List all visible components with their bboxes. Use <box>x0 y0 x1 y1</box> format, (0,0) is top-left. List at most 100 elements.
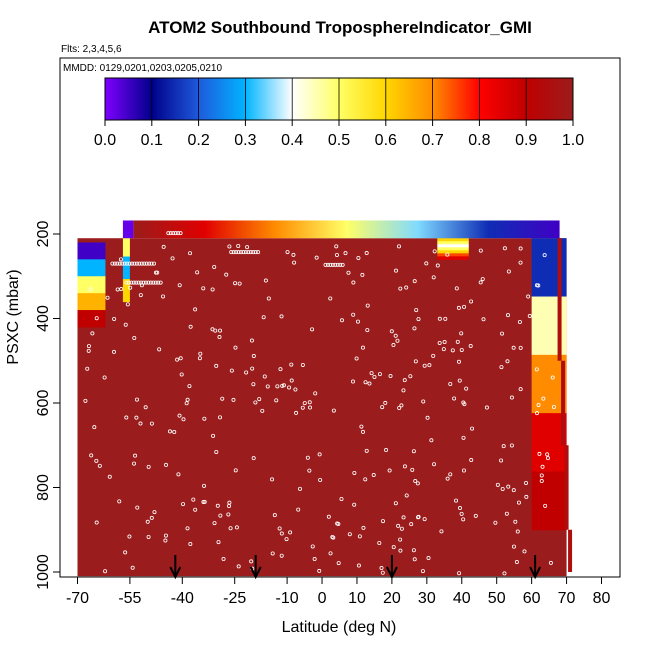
obs-marker <box>137 261 142 266</box>
obs-marker <box>384 448 389 453</box>
obs-marker <box>212 521 217 526</box>
obs-marker <box>289 378 294 383</box>
obs-marker <box>361 525 366 530</box>
obs-marker <box>391 545 396 550</box>
obs-marker <box>216 540 221 545</box>
obs-marker <box>509 443 514 448</box>
x-tick-label: -70 <box>66 590 89 607</box>
obs-marker <box>343 251 348 256</box>
obs-marker <box>457 378 462 383</box>
obs-marker <box>445 476 450 481</box>
obs-marker <box>161 294 166 299</box>
obs-marker <box>287 385 292 390</box>
obs-marker <box>459 511 464 516</box>
obs-marker <box>454 498 459 503</box>
obs-marker <box>280 383 285 388</box>
obs-marker <box>534 411 539 416</box>
obs-marker <box>156 280 161 285</box>
obs-marker <box>117 261 122 266</box>
obs-marker <box>408 374 413 379</box>
obs-marker <box>527 314 532 319</box>
obs-marker <box>330 262 335 267</box>
obs-marker <box>391 343 396 348</box>
obs-marker <box>346 270 351 275</box>
obs-marker <box>176 472 181 477</box>
x-tick-label: -40 <box>171 590 194 607</box>
obs-marker <box>107 474 112 479</box>
obs-marker <box>323 262 328 267</box>
obs-marker <box>201 286 206 291</box>
obs-marker <box>210 327 215 332</box>
obs-marker <box>146 280 151 285</box>
obs-marker <box>464 386 469 391</box>
obs-marker <box>501 444 506 449</box>
obs-marker <box>511 345 516 350</box>
obs-marker <box>356 255 361 260</box>
y-tick-label: 400 <box>35 305 52 332</box>
obs-marker <box>516 500 521 505</box>
obs-marker <box>383 400 388 405</box>
obs-marker <box>127 261 132 266</box>
obs-marker <box>181 502 186 507</box>
colorbar-tick-label: 0.8 <box>468 132 490 149</box>
obs-marker <box>171 231 176 236</box>
flight-arrow-head <box>169 566 182 580</box>
obs-marker <box>352 470 357 475</box>
obs-marker <box>409 522 414 527</box>
obs-marker <box>147 261 152 266</box>
obs-marker <box>173 231 178 236</box>
obs-marker <box>365 328 370 333</box>
obs-marker <box>141 280 146 285</box>
obs-marker <box>364 251 369 256</box>
obs-marker <box>359 424 364 429</box>
obs-marker <box>317 568 322 573</box>
obs-marker <box>296 507 301 512</box>
obs-marker <box>326 514 331 519</box>
obs-marker <box>410 467 415 472</box>
obs-marker <box>161 244 166 249</box>
obs-marker <box>509 395 514 400</box>
obs-marker <box>277 526 282 531</box>
obs-marker <box>413 359 418 364</box>
obs-marker <box>289 362 294 367</box>
obs-marker <box>335 262 340 267</box>
obs-marker <box>365 303 370 308</box>
x-tick-label: -10 <box>276 590 299 607</box>
obs-marker <box>212 265 217 270</box>
obs-marker <box>425 415 430 420</box>
obs-marker <box>125 261 130 266</box>
colorbar-tick-label: 0.3 <box>234 132 256 149</box>
obs-marker <box>414 308 419 313</box>
obs-marker <box>138 293 143 298</box>
obs-marker <box>139 261 144 266</box>
obs-marker <box>422 517 427 522</box>
edge-cell <box>568 529 573 572</box>
axes: -70 -55 -40 -25 -10 0 10 20 30 40 50 60 70 80 200 400 60… <box>35 221 611 607</box>
obs-marker <box>397 406 402 411</box>
heatmap-cell <box>437 238 469 242</box>
obs-marker <box>227 244 232 249</box>
obs-marker <box>274 398 279 403</box>
edge-cell <box>564 445 569 530</box>
obs-marker <box>236 564 241 569</box>
x-tick-label: 20 <box>383 590 401 607</box>
obs-marker <box>152 510 157 515</box>
heatmap-cell <box>437 253 469 257</box>
obs-marker <box>288 530 293 535</box>
obs-marker <box>333 262 338 267</box>
obs-marker <box>112 349 117 354</box>
obs-marker <box>308 405 313 410</box>
obs-marker <box>249 559 254 564</box>
obs-marker <box>211 433 216 438</box>
obs-marker <box>184 401 189 406</box>
obs-marker <box>89 453 94 458</box>
obs-marker <box>469 299 474 304</box>
obs-marker <box>424 261 429 266</box>
obs-marker <box>340 262 345 267</box>
obs-marker <box>202 499 207 504</box>
obs-marker <box>380 405 385 410</box>
obs-marker <box>457 571 462 576</box>
obs-marker <box>176 231 181 236</box>
obs-marker <box>263 278 268 283</box>
heatmap-cell <box>531 413 567 472</box>
